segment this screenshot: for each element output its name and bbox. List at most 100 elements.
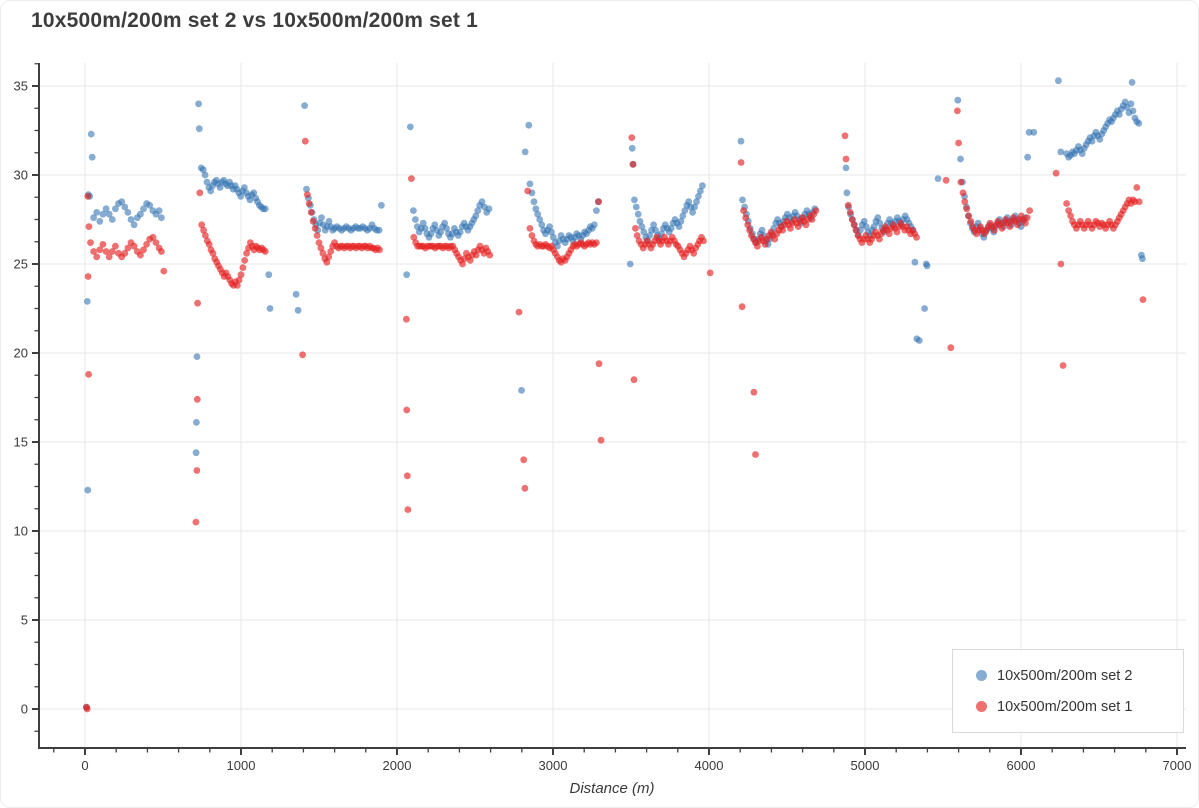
- data-point[interactable]: [706, 269, 714, 277]
- data-point[interactable]: [301, 137, 309, 145]
- data-point[interactable]: [137, 251, 144, 259]
- data-point[interactable]: [850, 221, 858, 229]
- data-point[interactable]: [848, 216, 856, 223]
- data-point[interactable]: [1139, 255, 1146, 263]
- data-point[interactable]: [915, 337, 923, 344]
- data-point[interactable]: [740, 207, 747, 215]
- data-point[interactable]: [911, 258, 919, 266]
- data-point[interactable]: [137, 210, 144, 218]
- data-point[interactable]: [155, 207, 163, 215]
- data-point[interactable]: [408, 175, 415, 183]
- data-point[interactable]: [478, 198, 486, 206]
- data-point[interactable]: [152, 239, 160, 247]
- data-point[interactable]: [102, 248, 110, 255]
- data-point[interactable]: [1067, 212, 1074, 220]
- data-point[interactable]: [193, 467, 201, 474]
- data-point[interactable]: [843, 189, 851, 197]
- data-point[interactable]: [195, 125, 203, 133]
- data-point[interactable]: [548, 228, 555, 236]
- data-point[interactable]: [403, 406, 411, 414]
- data-point[interactable]: [1055, 77, 1062, 85]
- data-point[interactable]: [243, 249, 251, 257]
- data-point[interactable]: [808, 216, 816, 223]
- data-point[interactable]: [870, 223, 878, 231]
- data-point[interactable]: [474, 207, 482, 215]
- legend-item-set2[interactable]: 10x500m/200m set 2: [965, 660, 1183, 691]
- data-point[interactable]: [526, 180, 534, 188]
- data-point[interactable]: [750, 388, 758, 396]
- data-point[interactable]: [942, 176, 950, 184]
- data-point[interactable]: [738, 303, 746, 311]
- data-point[interactable]: [309, 217, 317, 225]
- data-point[interactable]: [84, 273, 92, 280]
- data-point[interactable]: [1078, 150, 1086, 158]
- data-point[interactable]: [294, 306, 302, 314]
- data-point[interactable]: [93, 209, 101, 216]
- data-point[interactable]: [650, 221, 657, 229]
- data-point[interactable]: [638, 223, 646, 231]
- data-point[interactable]: [90, 248, 97, 255]
- data-point[interactable]: [954, 107, 961, 115]
- data-point[interactable]: [959, 189, 967, 197]
- data-point[interactable]: [299, 351, 306, 359]
- data-point[interactable]: [292, 290, 300, 298]
- data-point[interactable]: [1063, 200, 1070, 207]
- data-point[interactable]: [737, 159, 745, 166]
- data-point[interactable]: [893, 228, 901, 236]
- data-point[interactable]: [303, 185, 310, 193]
- data-point[interactable]: [860, 217, 868, 225]
- data-point[interactable]: [485, 205, 493, 213]
- data-point[interactable]: [403, 271, 411, 279]
- data-point[interactable]: [693, 198, 700, 206]
- data-point[interactable]: [685, 198, 693, 206]
- data-point[interactable]: [311, 225, 319, 232]
- data-point[interactable]: [96, 246, 104, 254]
- data-point[interactable]: [955, 139, 962, 147]
- data-point[interactable]: [1006, 223, 1014, 231]
- data-point[interactable]: [427, 230, 435, 238]
- data-point[interactable]: [307, 209, 315, 216]
- data-point[interactable]: [761, 241, 769, 248]
- data-point[interactable]: [1023, 214, 1031, 222]
- data-point[interactable]: [261, 205, 269, 213]
- data-point[interactable]: [841, 132, 849, 140]
- data-point[interactable]: [1022, 219, 1029, 227]
- data-point[interactable]: [315, 239, 323, 247]
- data-point[interactable]: [441, 219, 448, 227]
- data-point[interactable]: [700, 237, 707, 245]
- data-point[interactable]: [192, 449, 200, 457]
- data-point[interactable]: [318, 214, 325, 222]
- data-point[interactable]: [241, 257, 249, 264]
- data-point[interactable]: [376, 246, 383, 254]
- data-point[interactable]: [771, 235, 779, 243]
- data-point[interactable]: [127, 216, 135, 223]
- data-point[interactable]: [739, 196, 746, 204]
- data-point[interactable]: [305, 200, 313, 207]
- data-point[interactable]: [534, 210, 542, 218]
- data-point[interactable]: [752, 451, 759, 458]
- data-point[interactable]: [87, 130, 95, 138]
- data-point[interactable]: [192, 518, 200, 526]
- data-point[interactable]: [998, 225, 1006, 232]
- data-point[interactable]: [921, 305, 928, 312]
- data-point[interactable]: [521, 484, 529, 492]
- data-point[interactable]: [121, 249, 129, 257]
- data-point[interactable]: [1139, 296, 1147, 303]
- data-point[interactable]: [327, 248, 335, 255]
- data-point[interactable]: [431, 221, 439, 229]
- data-point[interactable]: [1127, 100, 1135, 108]
- data-point[interactable]: [744, 221, 752, 229]
- data-point[interactable]: [193, 353, 201, 360]
- data-point[interactable]: [546, 223, 553, 231]
- data-point[interactable]: [83, 705, 91, 713]
- data-point[interactable]: [1030, 128, 1038, 136]
- data-point[interactable]: [459, 260, 466, 268]
- data-point[interactable]: [375, 226, 383, 234]
- data-point[interactable]: [667, 225, 675, 232]
- data-point[interactable]: [626, 260, 634, 268]
- data-point[interactable]: [216, 184, 224, 191]
- data-point[interactable]: [158, 214, 165, 222]
- data-point[interactable]: [83, 298, 91, 305]
- data-point[interactable]: [112, 242, 119, 250]
